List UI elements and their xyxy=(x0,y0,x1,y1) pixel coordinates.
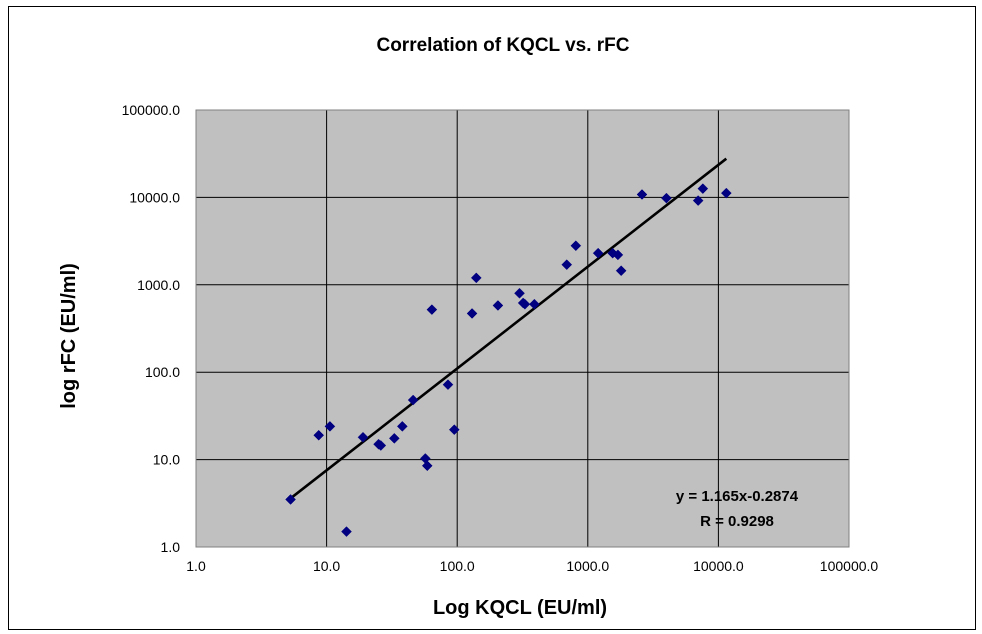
correlation-coefficient: R = 0.9298 xyxy=(700,513,774,530)
data-point xyxy=(448,424,460,436)
x-tick-label: 10.0 xyxy=(313,558,340,574)
plot-area xyxy=(196,110,849,547)
trendline xyxy=(288,157,728,501)
data-point xyxy=(514,287,525,299)
y-tick-label: 100000.0 xyxy=(122,102,181,118)
data-point xyxy=(636,189,648,200)
data-point xyxy=(341,526,352,537)
data-point xyxy=(720,187,732,199)
chart-title: Correlation of KQCL vs. rFC xyxy=(376,35,629,56)
data-point xyxy=(570,240,582,252)
data-point xyxy=(519,298,531,310)
tick-labels: 1.0 10.0 100.0 1000.0 10000.0 100000.0 1.0 10.0… xyxy=(122,102,879,574)
data-point xyxy=(692,195,704,206)
data-point xyxy=(426,304,438,315)
x-tick-label: 1.0 xyxy=(186,558,206,574)
trendline-equation: y = 1.165x-0.2874 xyxy=(676,488,799,505)
y-tick-label: 1000.0 xyxy=(137,277,180,293)
y-tick-label: 10000.0 xyxy=(129,189,180,205)
data-point xyxy=(612,249,624,261)
data-point xyxy=(466,308,478,319)
y-axis-title: log rFC (EU/ml) xyxy=(58,263,80,409)
x-tick-label: 10000.0 xyxy=(693,558,744,574)
data-point xyxy=(324,421,336,432)
x-tick-label: 100000.0 xyxy=(820,558,879,574)
data-point xyxy=(442,379,454,391)
plot-border xyxy=(195,109,850,548)
data-point xyxy=(615,265,627,277)
data-point xyxy=(357,431,369,443)
data-point xyxy=(470,272,482,284)
data-point xyxy=(592,247,604,259)
data-point xyxy=(661,192,672,204)
data-point xyxy=(561,259,573,271)
data-point xyxy=(396,421,408,432)
x-axis-title: Log KQCL (EU/ml) xyxy=(433,597,607,619)
data-point xyxy=(492,300,504,311)
data-point xyxy=(388,433,400,444)
data-point xyxy=(421,460,433,472)
data-points xyxy=(285,183,732,537)
y-tick-label: 100.0 xyxy=(145,364,180,380)
data-point xyxy=(697,183,709,194)
data-point xyxy=(529,298,540,310)
x-tick-label: 1000.0 xyxy=(566,558,609,574)
data-point xyxy=(407,394,419,406)
data-point xyxy=(375,440,387,451)
y-tick-label: 10.0 xyxy=(153,452,180,468)
data-point xyxy=(313,429,325,441)
y-tick-label: 1.0 xyxy=(161,539,181,555)
x-tick-label: 100.0 xyxy=(440,558,475,574)
data-point xyxy=(285,494,296,505)
